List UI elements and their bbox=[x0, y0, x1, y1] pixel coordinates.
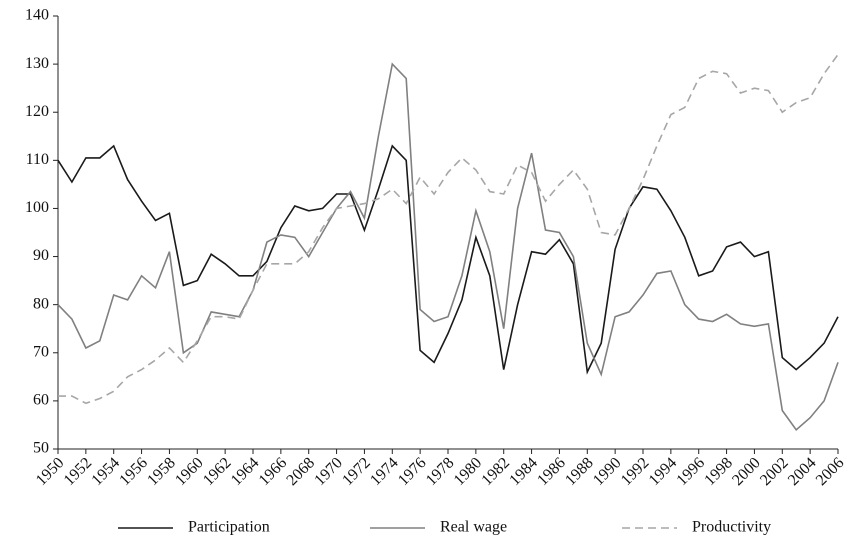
x-tick-label: 1996 bbox=[673, 454, 708, 489]
x-tick-label: 1970 bbox=[311, 454, 346, 489]
legend-label: Participation bbox=[188, 519, 270, 536]
x-tick-label: 1998 bbox=[701, 454, 736, 489]
x-tick-label: 1972 bbox=[339, 454, 374, 489]
legend-label: Productivity bbox=[692, 519, 771, 536]
x-tick-label: 1964 bbox=[228, 454, 263, 489]
x-tick-label: 1966 bbox=[256, 454, 291, 489]
y-tick-label: 130 bbox=[25, 55, 49, 72]
y-tick-label: 70 bbox=[33, 343, 49, 360]
x-tick-label: 1994 bbox=[646, 454, 681, 489]
y-tick-label: 80 bbox=[33, 295, 49, 312]
x-tick-label: 1978 bbox=[423, 454, 458, 489]
x-tick-label: 2002 bbox=[757, 454, 792, 489]
x-tick-label: 2006 bbox=[813, 454, 848, 489]
legend-label: Real wage bbox=[440, 519, 507, 536]
y-tick-label: 60 bbox=[33, 392, 49, 409]
x-tick-label: 1976 bbox=[395, 454, 430, 489]
x-tick-label: 1980 bbox=[451, 454, 486, 489]
series-line bbox=[58, 54, 839, 405]
x-tick-label: 2068 bbox=[283, 454, 318, 489]
x-tick-label: 2004 bbox=[785, 454, 820, 489]
x-tick-label: 1960 bbox=[172, 454, 207, 489]
y-tick-label: 120 bbox=[25, 103, 49, 120]
x-tick-label: 1962 bbox=[200, 454, 235, 489]
x-tick-label: 1984 bbox=[506, 454, 541, 489]
x-tick-label: 1954 bbox=[88, 454, 123, 489]
x-tick-label: 1992 bbox=[618, 454, 653, 489]
x-tick-label: 1988 bbox=[562, 454, 597, 489]
series-line bbox=[57, 62, 839, 431]
x-tick-label: 2000 bbox=[729, 454, 764, 489]
series-line bbox=[57, 144, 839, 375]
y-tick-label: 100 bbox=[25, 199, 49, 216]
x-tick-label: 1990 bbox=[590, 454, 625, 489]
x-tick-label: 1952 bbox=[61, 454, 96, 489]
x-tick-label: 1956 bbox=[116, 454, 151, 489]
x-tick-label: 1986 bbox=[534, 454, 569, 489]
x-tick-label: 1950 bbox=[33, 454, 68, 489]
y-tick-label: 50 bbox=[33, 440, 49, 457]
x-tick-label: 1982 bbox=[478, 454, 513, 489]
y-tick-label: 90 bbox=[33, 247, 49, 264]
x-tick-label: 1974 bbox=[367, 454, 402, 489]
x-tick-label: 1958 bbox=[144, 454, 179, 489]
y-tick-label: 140 bbox=[25, 7, 49, 24]
y-tick-label: 110 bbox=[26, 151, 49, 168]
